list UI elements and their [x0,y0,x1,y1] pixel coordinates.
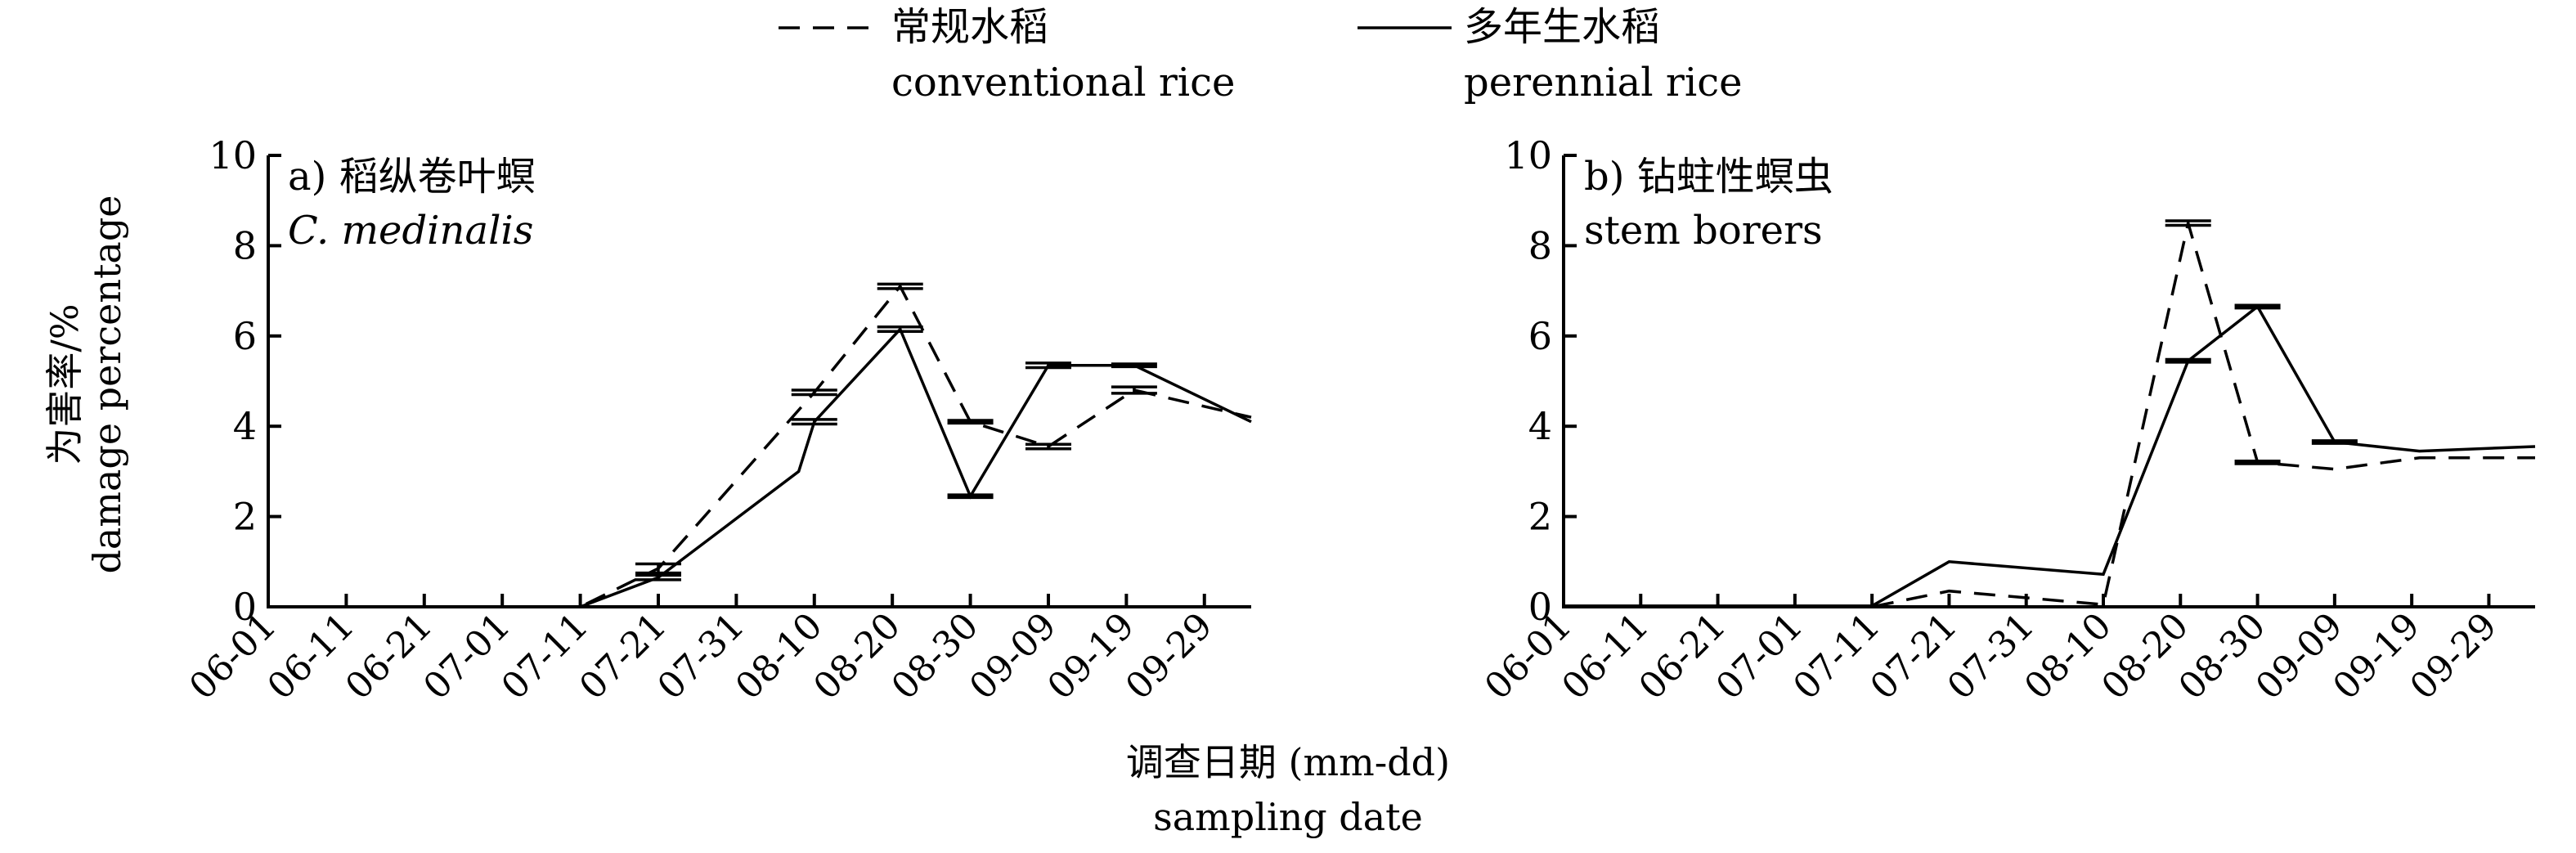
panel-a-x-tick-label: 06-21 [338,605,441,708]
panel-a-errorbar-conventional [1111,385,1157,395]
x-axis-title-zh: 调查日期 (mm-dd) [1126,740,1450,784]
panel-a-x-tick-label: 09-29 [1118,605,1221,708]
x-axis-title-en: sampling date [1153,795,1423,839]
panel-a-errorbar-conventional [791,388,837,397]
panel-b-x-tick-label: 09-09 [2248,605,2351,708]
panel-b-x-tick-label: 08-10 [2017,605,2120,708]
panel-b-errorbar-conventional [2234,459,2281,465]
panel-a-errorbar-perennial [947,493,994,500]
panel-a: a) 稻纵卷叶螟 C. medinalis 024681006-0106-110… [182,133,1252,708]
panel-b-x-tick-label: 06-11 [1554,605,1657,708]
panel-a-errorbar-conventional [877,282,923,290]
panel-a-x-tick-label: 07-11 [494,605,597,708]
panel-a-series-conventional [346,283,1252,608]
panel-a-x-tick-label: 08-20 [806,605,909,708]
panel-a-errorbar-conventional [1025,442,1071,451]
panel-a-errorbar-conventional [947,419,994,425]
y-axis-title-en: damage percentage [85,195,129,573]
panel-b-title-en: stem borers [1584,208,1823,254]
panel-b-x-tick-label: 07-31 [1940,605,2043,708]
panel-b-x-tick-label: 06-21 [1631,605,1735,708]
panel-a-x-tick-label: 07-01 [415,605,518,708]
panel-a-y-tick-label: 2 [233,495,257,539]
legend-label-conventional-en: conventional rice [891,60,1235,106]
panel-b-y-tick-label: 8 [1528,223,1552,267]
panel-a-errorbar-perennial [1025,361,1071,370]
legend: 常规水稻 conventional rice 多年生水稻 perennial r… [779,4,1742,106]
panel-a-errorbar-perennial [877,325,923,334]
panel-b-x-tick-label: 08-20 [2094,605,2197,708]
panel-b-x-tick-label: 07-01 [1708,605,1811,708]
panel-a-x-tick-label: 07-31 [649,605,752,708]
panel-b-x-tick-label: 07-21 [1862,605,1965,708]
panel-a-y-tick-label: 0 [233,585,257,629]
y-axis-title-zh: 为害率/% [43,303,87,465]
panel-a-title-zh: a) 稻纵卷叶螟 [288,154,536,200]
panel-b-y-tick-label: 2 [1528,495,1552,539]
panel-b-x-tick-label: 07-11 [1785,605,1888,708]
panel-a-x-tick-label: 06-11 [259,605,362,708]
panel-a-errorbar-perennial [1111,362,1157,369]
panel-a-y-tick-label: 8 [233,223,257,267]
panel-b-x-tick-label: 09-29 [2402,605,2505,708]
panel-b-errorbar-conventional [2165,219,2211,227]
panel-b: b) 钻蛀性螟虫 stem borers 024681006-0106-1106… [1477,133,2536,708]
panel-a-errorbar-perennial [635,573,681,581]
panel-a-x-tick-label: 07-21 [572,605,675,708]
panel-b-title-zh: b) 钻蛀性螟虫 [1584,154,1833,200]
panel-b-series-conventional [1564,222,2535,608]
panel-a-x-tick-label: 09-19 [1039,605,1142,708]
panel-b-errorbar-perennial [2311,439,2358,445]
legend-label-perennial-en: perennial rice [1464,60,1742,106]
panel-b-x-tick-label: 09-19 [2325,605,2428,708]
panel-a-y-tick-label: 10 [209,133,257,177]
panel-a-y-tick-label: 6 [233,314,257,358]
legend-label-perennial-zh: 多年生水稻 [1464,4,1660,50]
panel-b-x-tick-label: 08-30 [2171,605,2274,708]
panel-b-y-tick-label: 0 [1528,585,1552,629]
panel-b-series-perennial [1564,304,2536,608]
panel-a-x-tick-label: 09-09 [962,605,1065,708]
panel-b-errorbar-perennial [2165,357,2211,364]
y-axis-title: 为害率/% damage percentage [43,195,129,573]
panel-b-y-tick-label: 10 [1504,133,1552,177]
legend-label-conventional-zh: 常规水稻 [891,4,1048,50]
panel-a-x-tick-label: 08-30 [884,605,987,708]
panel-b-errorbar-perennial [2234,303,2281,310]
panel-b-y-tick-label: 4 [1528,404,1552,448]
panel-a-errorbar-perennial [791,418,837,426]
panel-a-series-perennial [346,326,1252,608]
panel-a-y-tick-label: 4 [233,404,257,448]
panel-a-x-tick-label: 08-10 [728,605,831,708]
panel-a-errorbar-conventional [635,562,681,575]
panel-b-y-tick-label: 6 [1528,314,1552,358]
panel-a-title-en: C. medinalis [288,208,533,254]
